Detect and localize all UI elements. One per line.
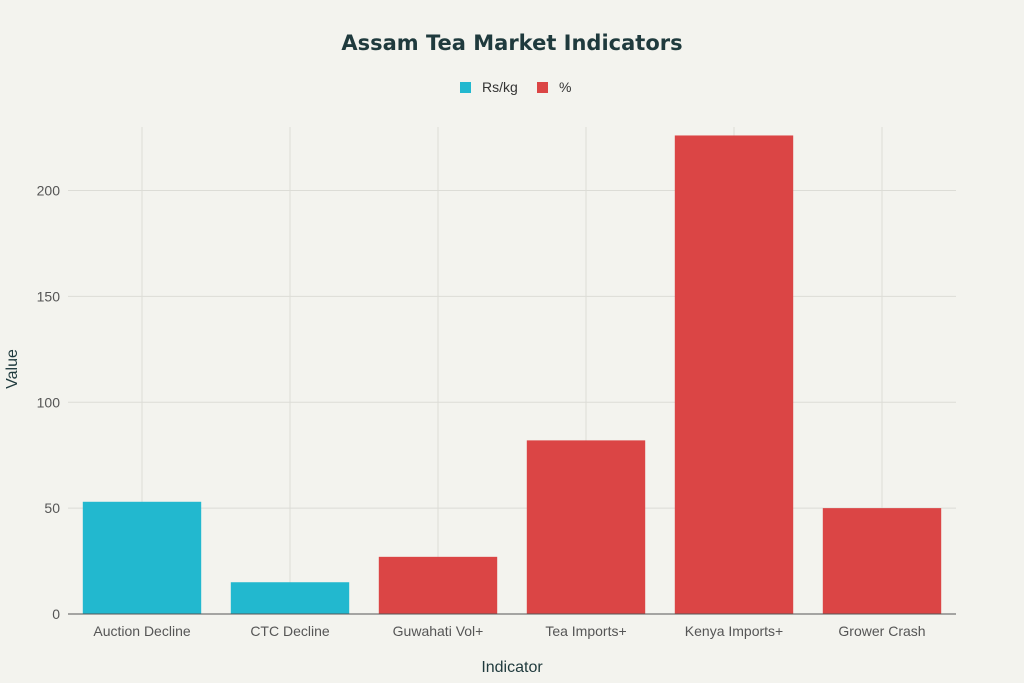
legend: Rs/kg% [460, 79, 571, 95]
bar-5 [674, 135, 794, 615]
bar-6 [822, 508, 942, 614]
bar-3 [378, 556, 498, 614]
x-tick-label: Auction Decline [93, 623, 190, 639]
y-axis-title: Value [4, 349, 21, 389]
x-tick-label: Grower Crash [838, 623, 925, 639]
x-tick-label: Tea Imports+ [545, 623, 626, 639]
legend-label: Rs/kg [482, 79, 518, 95]
x-tick-label: CTC Decline [250, 623, 330, 639]
bar-2 [230, 582, 350, 614]
y-axis-ticks: 0 50 100 150 200 [37, 183, 61, 622]
legend-swatch [460, 82, 471, 93]
bars [82, 135, 942, 615]
legend-label: % [559, 79, 571, 95]
y-tick-label: 0 [52, 606, 60, 622]
x-axis-ticks: Auction Decline CTC Decline Guwahati Vol+ T… [93, 623, 925, 639]
y-tick-label: 150 [37, 288, 61, 304]
x-axis-title: Indicator [481, 659, 543, 676]
x-tick-label: Guwahati Vol+ [393, 623, 484, 639]
y-tick-label: 200 [37, 183, 61, 199]
y-tick-label: 50 [44, 500, 60, 516]
y-tick-label: 100 [37, 394, 61, 410]
legend-swatch [537, 82, 548, 93]
bar-1 [82, 501, 202, 614]
chart-title: Assam Tea Market Indicators [341, 31, 682, 55]
bar-4 [526, 440, 646, 614]
x-tick-label: Kenya Imports+ [685, 623, 783, 639]
